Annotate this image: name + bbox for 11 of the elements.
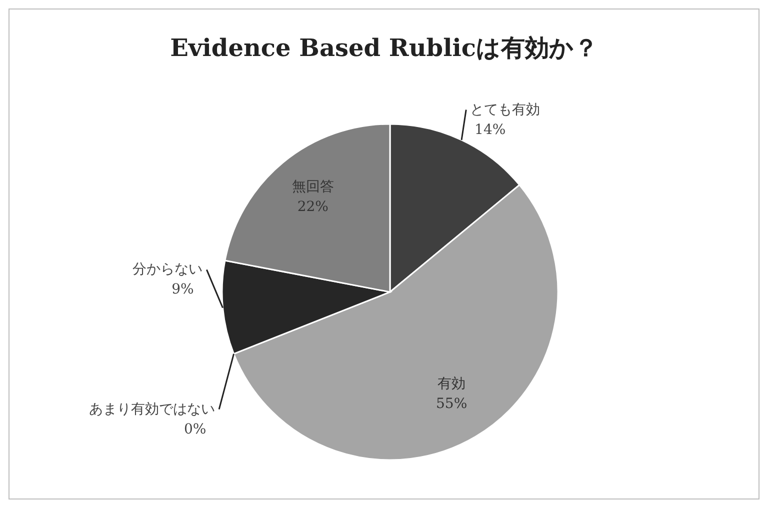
data-label: 22% (297, 198, 328, 215)
slice-label: 有効 (438, 376, 466, 392)
data-label: 55% (436, 396, 468, 412)
slice-label: とても有効 (470, 102, 540, 118)
slice-label: 分からない (132, 262, 203, 278)
category-label: あまり有効ではない (89, 401, 216, 418)
chart-title: Evidence Based Rublicは有効か？ (170, 33, 598, 62)
data-label: 14% (474, 122, 506, 138)
slice-label: 無回答 (292, 178, 334, 195)
data-label: 9% (172, 282, 194, 298)
text: 0% (184, 421, 206, 438)
